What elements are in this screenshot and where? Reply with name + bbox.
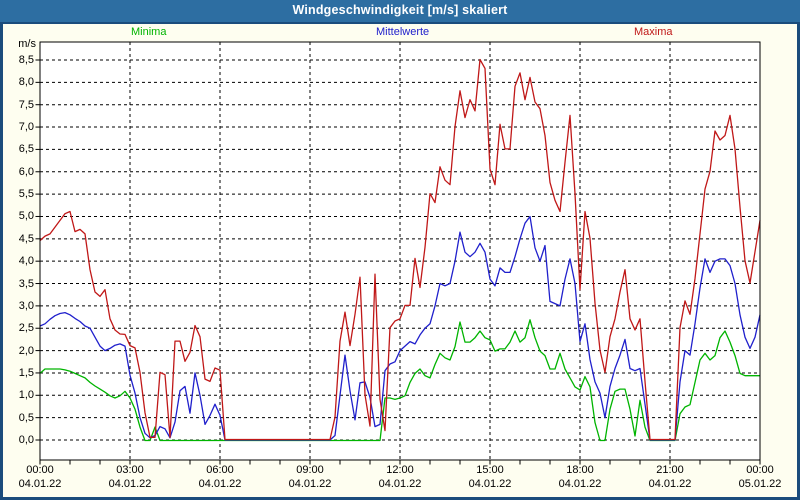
y-axis-tick-label: 7,5 — [18, 98, 34, 111]
y-axis-tick-label: 8,0 — [18, 76, 34, 89]
x-axis-date-label: 04.01.22 — [288, 478, 332, 490]
y-axis-tick-label: 7,0 — [18, 121, 34, 134]
series-line-maxima — [39, 58, 761, 441]
y-axis-tick-label: 5,5 — [18, 188, 34, 201]
y-axis-tick-label: 2,0 — [18, 344, 34, 357]
x-axis-time-label: 00:00 — [26, 464, 54, 476]
plot-border — [39, 41, 761, 461]
x-axis-date-label: 04.01.22 — [468, 478, 512, 490]
y-axis-tick-label: 6,5 — [18, 143, 34, 156]
window-title-bar: Windgeschwindigkeit [m/s] skaliert — [0, 0, 800, 24]
x-axis-date-label: 04.01.22 — [648, 478, 692, 490]
x-axis-time-label: 09:00 — [296, 464, 324, 476]
x-axis-date-label: 05.01.22 — [738, 478, 782, 490]
series-line-minima — [39, 319, 760, 442]
x-axis-time-label: 03:00 — [116, 464, 144, 476]
x-axis-time-label: 21:00 — [656, 464, 684, 476]
x-axis-date-label: 04.01.22 — [18, 478, 62, 490]
window-title: Windgeschwindigkeit [m/s] skaliert — [292, 3, 508, 17]
y-axis-tick-label: 2,5 — [18, 322, 34, 335]
y-axis-tick-label: 3,0 — [18, 299, 34, 312]
legend-item-mittelwerte: Mittelwerte — [376, 26, 430, 38]
y-axis-tick-label: 5,0 — [18, 210, 34, 223]
x-axis-time-label: 00:00 — [746, 464, 774, 476]
x-axis-date-label: 04.01.22 — [108, 478, 152, 490]
series-line-mittelwerte — [39, 215, 761, 441]
y-axis-tick-label: 3,5 — [18, 277, 34, 290]
y-axis-tick-label: 4,5 — [18, 232, 34, 245]
y-axis-tick-label: 1,5 — [18, 366, 34, 379]
y-axis-tick-label: 6,0 — [18, 165, 34, 178]
x-axis-time-label: 15:00 — [476, 464, 504, 476]
x-axis-date-label: 04.01.22 — [378, 478, 422, 490]
y-axis-unit-label: m/s — [18, 38, 36, 50]
x-axis-time-label: 12:00 — [386, 464, 414, 476]
y-axis-tick-label: 0,0 — [18, 434, 34, 446]
x-axis-date-label: 04.01.22 — [558, 478, 602, 490]
legend-item-maxima: Maxima — [634, 26, 673, 38]
y-axis-tick-label: 4,0 — [18, 255, 34, 268]
y-axis-tick-label: 8,5 — [18, 54, 34, 66]
x-axis-date-label: 04.01.22 — [198, 478, 242, 490]
x-axis-time-label: 06:00 — [206, 464, 234, 476]
y-axis-tick-label: 0,5 — [18, 411, 34, 424]
chart-legend: Minima Mittelwerte Maxima — [0, 26, 800, 40]
y-axis-tick-label: 1,0 — [18, 389, 34, 402]
x-axis-time-label: 18:00 — [566, 464, 594, 476]
legend-item-minima: Minima — [131, 26, 167, 38]
